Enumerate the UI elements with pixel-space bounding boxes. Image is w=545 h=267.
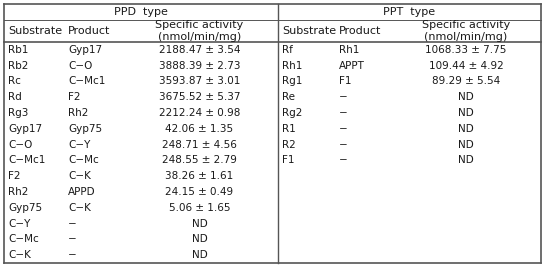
Text: C−O: C−O — [68, 61, 92, 71]
Text: ND: ND — [192, 234, 208, 244]
Text: Rb2: Rb2 — [8, 61, 28, 71]
Text: 248.55 ± 2.79: 248.55 ± 2.79 — [162, 155, 237, 165]
Text: Substrate: Substrate — [282, 26, 336, 36]
Text: Product: Product — [68, 26, 111, 36]
Text: ND: ND — [458, 155, 474, 165]
Text: Rh2: Rh2 — [68, 108, 88, 118]
Text: −: − — [339, 124, 348, 134]
Text: Gyp17: Gyp17 — [68, 45, 102, 55]
Text: ND: ND — [458, 140, 474, 150]
Text: 248.71 ± 4.56: 248.71 ± 4.56 — [162, 140, 237, 150]
Text: 24.15 ± 0.49: 24.15 ± 0.49 — [166, 187, 234, 197]
Text: APPT: APPT — [339, 61, 365, 71]
Text: F1: F1 — [339, 76, 352, 87]
Text: F2: F2 — [68, 92, 81, 102]
Text: Rf: Rf — [282, 45, 293, 55]
Text: C−K: C−K — [8, 250, 31, 260]
Text: F2: F2 — [8, 171, 21, 181]
Text: C−Mc1: C−Mc1 — [68, 76, 105, 87]
Text: −: − — [339, 108, 348, 118]
Text: 3593.87 ± 3.01: 3593.87 ± 3.01 — [159, 76, 240, 87]
Text: C−Mc1: C−Mc1 — [8, 155, 45, 165]
Text: 3888.39 ± 2.73: 3888.39 ± 2.73 — [159, 61, 240, 71]
Text: 89.29 ± 5.54: 89.29 ± 5.54 — [432, 76, 500, 87]
Text: 5.06 ± 1.65: 5.06 ± 1.65 — [169, 203, 230, 213]
Text: PPD  type: PPD type — [114, 7, 168, 17]
Text: C−K: C−K — [68, 171, 91, 181]
Text: −: − — [68, 234, 77, 244]
Text: Rh1: Rh1 — [339, 45, 359, 55]
Text: Product: Product — [339, 26, 382, 36]
Text: C−K: C−K — [68, 203, 91, 213]
Text: ND: ND — [458, 124, 474, 134]
Text: F1: F1 — [282, 155, 294, 165]
Text: Rh2: Rh2 — [8, 187, 28, 197]
Text: Gyp75: Gyp75 — [68, 124, 102, 134]
Text: Gyp17: Gyp17 — [8, 124, 42, 134]
Text: C−Mc: C−Mc — [8, 234, 39, 244]
Text: −: − — [68, 218, 77, 229]
Text: PPT  type: PPT type — [384, 7, 435, 17]
Text: ND: ND — [192, 218, 208, 229]
Text: Rc: Rc — [8, 76, 21, 87]
Text: Re: Re — [282, 92, 295, 102]
Text: Rh1: Rh1 — [282, 61, 302, 71]
Text: R2: R2 — [282, 140, 296, 150]
Text: 2188.47 ± 3.54: 2188.47 ± 3.54 — [159, 45, 240, 55]
Text: Rg2: Rg2 — [282, 108, 302, 118]
Text: Specific activity
(nmol/min/mg): Specific activity (nmol/min/mg) — [155, 20, 244, 42]
Text: ND: ND — [192, 250, 208, 260]
Text: 2212.24 ± 0.98: 2212.24 ± 0.98 — [159, 108, 240, 118]
Text: Gyp75: Gyp75 — [8, 203, 42, 213]
Text: −: − — [68, 250, 77, 260]
Text: 38.26 ± 1.61: 38.26 ± 1.61 — [165, 171, 234, 181]
Text: Rg1: Rg1 — [282, 76, 302, 87]
Text: C−Y: C−Y — [68, 140, 90, 150]
Text: ND: ND — [458, 108, 474, 118]
Text: −: − — [339, 92, 348, 102]
Text: APPD: APPD — [68, 187, 95, 197]
Text: 3675.52 ± 5.37: 3675.52 ± 5.37 — [159, 92, 240, 102]
Text: Rd: Rd — [8, 92, 22, 102]
Text: 109.44 ± 4.92: 109.44 ± 4.92 — [428, 61, 504, 71]
Text: C−Mc: C−Mc — [68, 155, 99, 165]
Text: R1: R1 — [282, 124, 296, 134]
Text: ND: ND — [458, 92, 474, 102]
Text: 42.06 ± 1.35: 42.06 ± 1.35 — [166, 124, 234, 134]
Text: Substrate: Substrate — [8, 26, 62, 36]
Text: Specific activity
(nmol/min/mg): Specific activity (nmol/min/mg) — [422, 20, 510, 42]
Text: Rb1: Rb1 — [8, 45, 28, 55]
Text: C−O: C−O — [8, 140, 32, 150]
Text: C−Y: C−Y — [8, 218, 31, 229]
Text: 1068.33 ± 7.75: 1068.33 ± 7.75 — [425, 45, 507, 55]
Text: Rg3: Rg3 — [8, 108, 28, 118]
Text: −: − — [339, 155, 348, 165]
Text: −: − — [339, 140, 348, 150]
